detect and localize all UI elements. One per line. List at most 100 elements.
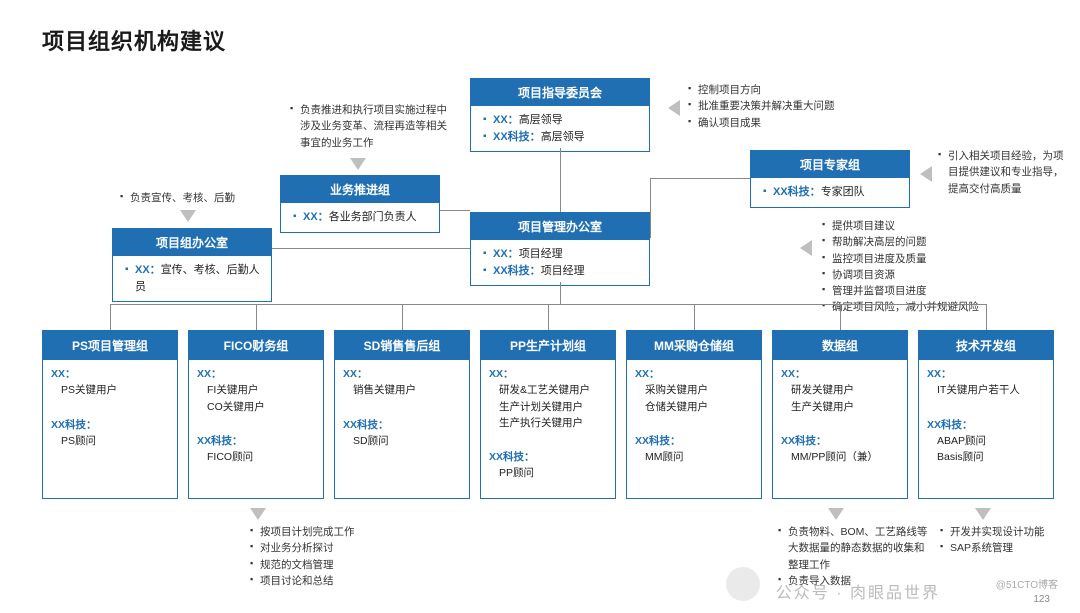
page-number: 123	[1033, 594, 1050, 605]
connector	[986, 304, 987, 330]
box-pmo: 项目管理办公室 XX：项目经理 XX科技：项目经理	[470, 212, 650, 286]
lbl: XX科技：	[493, 265, 541, 277]
note-item: 提供项目建议	[822, 218, 1032, 234]
col-a-lbl: XX：	[635, 366, 753, 382]
col-consult: MM顾问	[635, 449, 753, 465]
col-consult: PS顾问	[51, 433, 169, 449]
col-a-lbl: XX：	[51, 366, 169, 382]
note-item: 规范的文档管理	[250, 557, 420, 573]
col-consult: Basis顾问	[927, 449, 1045, 465]
col-user: 生产计划关键用户	[489, 399, 607, 415]
connector	[560, 282, 561, 304]
note-item: 确定项目风险，减小并规避风险	[822, 299, 1032, 315]
col-consult: ABAP顾问	[927, 433, 1045, 449]
col-b-lbl: XX科技：	[489, 449, 607, 465]
lbl: XX：	[303, 211, 329, 223]
note-item: 开发并实现设计功能	[940, 524, 1070, 540]
arrow-icon	[828, 508, 844, 520]
col-user: IT关键用户若干人	[927, 382, 1045, 398]
note-office: 负责宣传、考核、后勤	[120, 190, 270, 206]
column-box: SD销售售后组 XX：销售关键用户 XX科技：SD顾问	[334, 330, 470, 499]
arrow-icon	[800, 240, 812, 256]
col-title: PP生产计划组	[481, 331, 615, 360]
note-item: SAP系统管理	[940, 540, 1070, 556]
note-item: 控制项目方向	[688, 82, 868, 98]
connector	[560, 148, 561, 212]
lbl: XX：	[135, 264, 161, 276]
col-a-lbl: XX：	[489, 366, 607, 382]
col-b-lbl: XX科技：	[51, 417, 169, 433]
col-user: 研发&工艺关键用户	[489, 382, 607, 398]
connector	[840, 304, 841, 330]
watermark: 公众号 · 肉眼品世界	[776, 579, 940, 603]
col-b-lbl: XX科技：	[197, 433, 315, 449]
col-title: 技术开发组	[919, 331, 1053, 360]
connector	[694, 304, 695, 330]
note-bizpush: 负责推进和执行项目实施过程中涉及业务变革、流程再造等相关事宜的业务工作	[290, 102, 450, 151]
box-experts-title: 项目专家组	[751, 151, 909, 178]
box-bizpush-title: 业务推进组	[281, 176, 439, 203]
arrow-icon	[920, 166, 932, 182]
box-steering: 项目指导委员会 XX：高层领导 XX科技：高层领导	[470, 78, 650, 152]
note-item: 监控项目进度及质量	[822, 251, 1032, 267]
note-item: 确认项目成果	[688, 115, 868, 131]
col-title: SD销售售后组	[335, 331, 469, 360]
col-user: FI关键用户	[197, 382, 315, 398]
col-user: CO关键用户	[197, 399, 315, 415]
col-user: 生产关键用户	[781, 399, 899, 415]
note-cols-left: 按项目计划完成工作 对业务分析探讨 规范的文档管理 项目讨论和总结	[250, 524, 420, 589]
col-consult: SD顾问	[343, 433, 461, 449]
lbl: XX：	[493, 114, 519, 126]
column-box: MM采购仓储组 XX：采购关键用户仓储关键用户 XX科技：MM顾问	[626, 330, 762, 499]
column-box: 数据组 XX：研发关键用户生产关键用户 XX科技：MM/PP顾问（兼）	[772, 330, 908, 499]
note-item: 按项目计划完成工作	[250, 524, 420, 540]
connector	[650, 178, 750, 179]
col-consult: PP顾问	[489, 465, 607, 481]
lbl: XX科技：	[773, 186, 821, 198]
slide: 项目组织机构建议 项目指导委员会 XX：高层领导 XX科技：高层领导 控制项目方…	[0, 0, 1080, 613]
col-user: PS关键用户	[51, 382, 169, 398]
col-a-lbl: XX：	[927, 366, 1045, 382]
box-office-title: 项目组办公室	[113, 229, 271, 256]
column-box: PP生产计划组 XX：研发&工艺关键用户生产计划关键用户生产执行关键用户 XX科…	[480, 330, 616, 499]
connector	[402, 304, 403, 330]
arrow-icon	[250, 508, 266, 520]
note-item: 负责宣传、考核、后勤	[120, 190, 270, 206]
note-item: 协调项目资源	[822, 267, 1032, 283]
note-item: 批准重要决策并解决重大问题	[688, 98, 868, 114]
col-b-lbl: XX科技：	[781, 433, 899, 449]
col-user: 仓储关键用户	[635, 399, 753, 415]
txt: 各业务部门负责人	[329, 211, 417, 223]
column-box: FICO财务组 XX：FI关键用户CO关键用户 XX科技：FICO顾问	[188, 330, 324, 499]
note-pmo: 提供项目建议 帮助解决高层的问题 监控项目进度及质量 协调项目资源 管理并监督项…	[822, 218, 1032, 316]
col-title: MM采购仓储组	[627, 331, 761, 360]
txt: 高层领导	[541, 131, 585, 143]
arrow-icon	[180, 210, 196, 222]
txt: 高层领导	[519, 114, 563, 126]
box-bizpush: 业务推进组 XX：各业务部门负责人	[280, 175, 440, 233]
col-user: 研发关键用户	[781, 382, 899, 398]
col-consult: MM/PP顾问（兼）	[781, 449, 899, 465]
txt: 项目经理	[519, 248, 563, 260]
connector	[548, 304, 549, 330]
connector	[110, 304, 111, 330]
col-user: 采购关键用户	[635, 382, 753, 398]
note-item: 管理并监督项目进度	[822, 283, 1032, 299]
note-item: 帮助解决高层的问题	[822, 234, 1032, 250]
arrow-icon	[668, 100, 680, 116]
col-consult: FICO顾问	[197, 449, 315, 465]
note-item: 负责推进和执行项目实施过程中涉及业务变革、流程再造等相关事宜的业务工作	[290, 102, 450, 151]
note-item: 对业务分析探讨	[250, 540, 420, 556]
col-a-lbl: XX：	[343, 366, 461, 382]
connector	[440, 210, 470, 211]
lbl: XX：	[493, 248, 519, 260]
col-b-lbl: XX科技：	[635, 433, 753, 449]
col-user: 生产执行关键用户	[489, 415, 607, 431]
arrow-icon	[975, 508, 991, 520]
watermark-source: @51CTO博客	[996, 576, 1058, 591]
lbl: XX科技：	[493, 131, 541, 143]
note-item: 项目讨论和总结	[250, 573, 420, 589]
col-title: FICO财务组	[189, 331, 323, 360]
connector	[272, 248, 470, 249]
note-steering: 控制项目方向 批准重要决策并解决重大问题 确认项目成果	[688, 82, 868, 131]
